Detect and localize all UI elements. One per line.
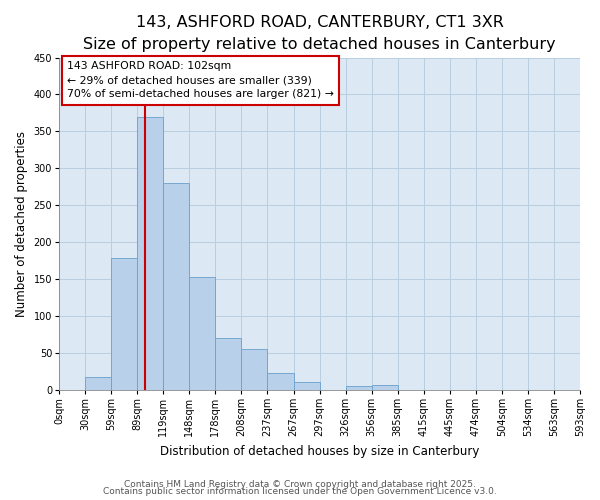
Bar bbox=[346, 386, 371, 390]
Title: 143, ASHFORD ROAD, CANTERBURY, CT1 3XR
Size of property relative to detached hou: 143, ASHFORD ROAD, CANTERBURY, CT1 3XR S… bbox=[83, 15, 556, 52]
Bar bbox=[190, 277, 215, 390]
Text: 143 ASHFORD ROAD: 102sqm
← 29% of detached houses are smaller (339)
70% of semi-: 143 ASHFORD ROAD: 102sqm ← 29% of detach… bbox=[67, 61, 334, 99]
X-axis label: Distribution of detached houses by size in Canterbury: Distribution of detached houses by size … bbox=[160, 444, 479, 458]
Bar bbox=[163, 183, 190, 390]
Y-axis label: Number of detached properties: Number of detached properties bbox=[15, 130, 28, 316]
Bar bbox=[293, 382, 320, 390]
Bar bbox=[85, 376, 111, 390]
Bar bbox=[371, 384, 398, 390]
Bar bbox=[111, 258, 137, 390]
Bar bbox=[241, 349, 268, 390]
Bar bbox=[268, 373, 293, 390]
Text: Contains public sector information licensed under the Open Government Licence v3: Contains public sector information licen… bbox=[103, 487, 497, 496]
Bar bbox=[215, 338, 241, 390]
Bar bbox=[137, 116, 163, 390]
Text: Contains HM Land Registry data © Crown copyright and database right 2025.: Contains HM Land Registry data © Crown c… bbox=[124, 480, 476, 489]
